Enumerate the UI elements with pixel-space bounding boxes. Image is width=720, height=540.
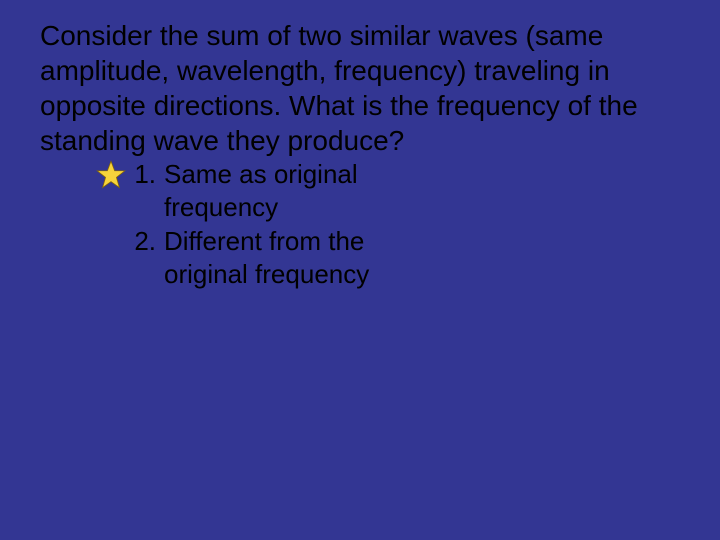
option-1-text: Same as original frequency [164,158,448,223]
star-shape [97,161,125,187]
question-text: Consider the sum of two similar waves (s… [40,18,680,158]
option-1: 1. Same as original frequency [88,158,448,223]
options-list: 1. Same as original frequency 2. Differe… [88,158,448,290]
option-2: 2. Different from the original frequency [88,225,448,290]
slide: Consider the sum of two similar waves (s… [0,0,720,540]
star-icon [96,160,126,190]
option-2-number: 2. [130,225,164,258]
option-1-marker [88,158,130,190]
option-2-text: Different from the original frequency [164,225,448,290]
option-1-number: 1. [130,158,164,191]
option-2-marker [88,225,130,227]
